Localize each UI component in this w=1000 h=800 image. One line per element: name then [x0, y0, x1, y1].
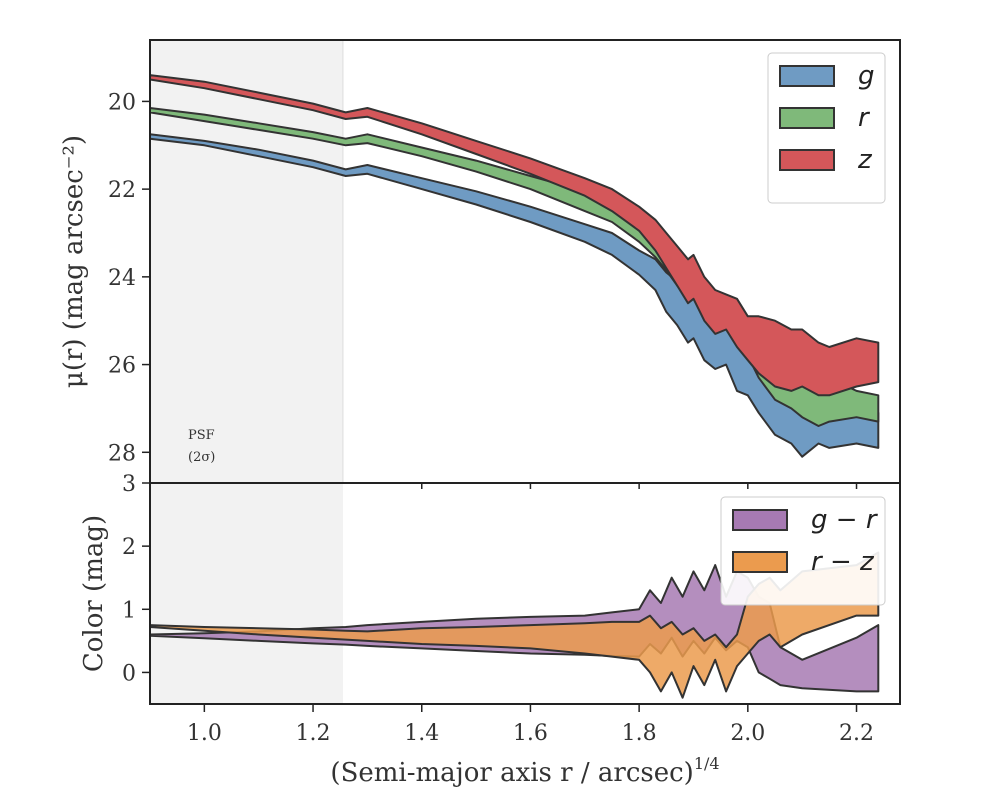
bottom-x-axis-ticks: 1.0 1.2 1.4 1.6 1.8 2.0 2.2 — [187, 704, 874, 746]
bottom-xtick-label: 2.2 — [839, 721, 874, 746]
surface-brightness-panel: PSF (2σ) 20 22 24 26 28 grz — [108, 39, 901, 489]
bottom-ytick-label: 0 — [122, 661, 136, 686]
top-ytick-label: 20 — [108, 90, 136, 115]
bottom-legend: g − r r − z — [720, 496, 886, 606]
legend-label-z: z — [857, 145, 873, 175]
x-axis-label: (Semi-major axis r / arcsec)1/4 — [330, 754, 719, 788]
psf-annotation-line2: (2σ) — [188, 450, 215, 465]
bottom-ytick-label: 3 — [122, 472, 136, 497]
bottom-xtick-label: 1.0 — [187, 721, 222, 746]
top-ytick-label: 26 — [108, 354, 136, 379]
bottom-y-axis-ticks: 0 1 2 3 — [122, 472, 150, 686]
bottom-xtick-label: 2.0 — [730, 721, 765, 746]
top-ytick-label: 22 — [108, 178, 136, 203]
x-axis-label-exponent: 1/4 — [694, 754, 720, 773]
bottom-ytick-label: 2 — [122, 535, 136, 560]
top-legend: grz — [767, 52, 886, 204]
legend-label-r-z: r − z — [811, 547, 875, 577]
bottom-panel-frame — [149, 482, 901, 705]
top-ytick-label: 24 — [108, 266, 136, 291]
bottom-xtick-label: 1.8 — [622, 721, 657, 746]
bottom-ytick-label: 1 — [122, 598, 136, 623]
legend-swatch-g — [779, 65, 835, 87]
psf-shaded-region-bottom — [150, 483, 343, 704]
top-ytick-label: 28 — [108, 441, 136, 466]
legend-label-g-r: g − r — [811, 505, 879, 535]
legend-label-r: r — [858, 103, 871, 133]
band-g — [149, 133, 880, 458]
psf-annotation-line1: PSF — [188, 428, 215, 443]
band-z — [149, 74, 880, 397]
bottom-xtick-label: 1.2 — [296, 721, 331, 746]
legend-swatch-r — [779, 107, 835, 129]
bottom-y-axis-label: Color (mag) — [79, 515, 109, 672]
x-axis-label-text: (Semi-major axis r / arcsec) — [330, 758, 693, 788]
bottom-xtick-label: 1.6 — [513, 721, 548, 746]
legend-swatch-r-z — [732, 551, 788, 573]
bottom-xtick-label: 1.4 — [404, 721, 439, 746]
legend-swatch-g-r — [732, 509, 788, 531]
color-bands — [149, 551, 880, 699]
legend-swatch-z — [779, 149, 835, 171]
band-r-z — [149, 551, 880, 699]
surface-brightness-bands — [149, 74, 880, 458]
top-y-axis-label: μ(r) (mag arcsec⁻²) — [59, 135, 89, 388]
color-panel: 0 1 2 3 1.0 1.2 1.4 1.6 1.8 2.0 2.2 g − r r − z — [122, 472, 901, 746]
legend-label-g: g — [858, 61, 875, 91]
top-y-axis-ticks: 20 22 24 26 28 — [108, 90, 150, 466]
